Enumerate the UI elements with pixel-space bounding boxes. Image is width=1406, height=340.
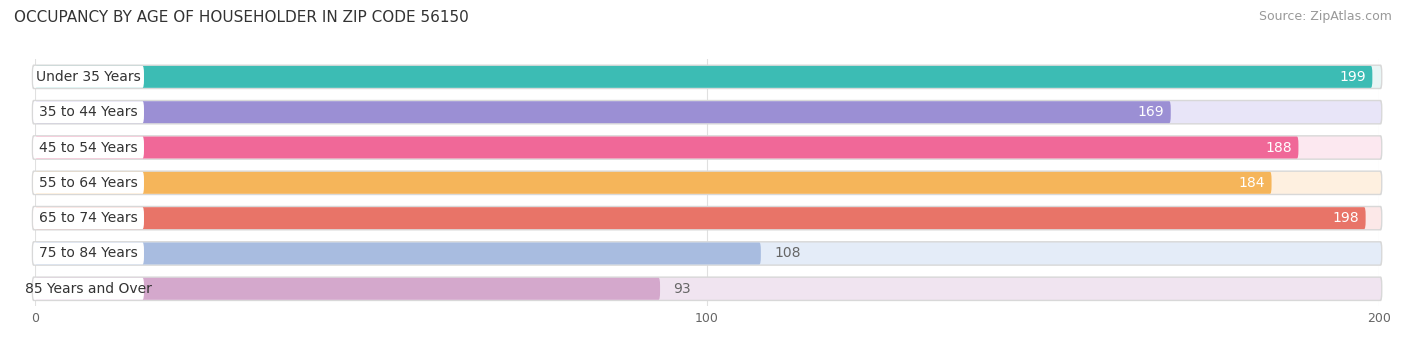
Text: Under 35 Years: Under 35 Years bbox=[37, 70, 141, 84]
Text: Source: ZipAtlas.com: Source: ZipAtlas.com bbox=[1258, 10, 1392, 23]
Text: 188: 188 bbox=[1265, 140, 1292, 154]
FancyBboxPatch shape bbox=[34, 278, 1381, 300]
FancyBboxPatch shape bbox=[32, 206, 1382, 231]
FancyBboxPatch shape bbox=[34, 137, 143, 158]
FancyBboxPatch shape bbox=[34, 66, 1381, 88]
FancyBboxPatch shape bbox=[34, 242, 143, 265]
FancyBboxPatch shape bbox=[34, 172, 143, 194]
FancyBboxPatch shape bbox=[34, 172, 1381, 194]
FancyBboxPatch shape bbox=[35, 66, 1372, 88]
FancyBboxPatch shape bbox=[35, 137, 1298, 158]
FancyBboxPatch shape bbox=[32, 276, 1382, 301]
FancyBboxPatch shape bbox=[34, 137, 1381, 158]
FancyBboxPatch shape bbox=[34, 101, 1381, 123]
FancyBboxPatch shape bbox=[32, 65, 1382, 89]
Text: 169: 169 bbox=[1137, 105, 1164, 119]
Text: 55 to 64 Years: 55 to 64 Years bbox=[39, 176, 138, 190]
FancyBboxPatch shape bbox=[35, 207, 1365, 229]
FancyBboxPatch shape bbox=[32, 100, 1382, 124]
FancyBboxPatch shape bbox=[35, 172, 1271, 194]
FancyBboxPatch shape bbox=[32, 170, 1382, 195]
FancyBboxPatch shape bbox=[35, 242, 761, 265]
Text: 108: 108 bbox=[775, 246, 801, 260]
FancyBboxPatch shape bbox=[34, 207, 143, 229]
Text: 198: 198 bbox=[1333, 211, 1360, 225]
FancyBboxPatch shape bbox=[34, 242, 1381, 265]
FancyBboxPatch shape bbox=[34, 66, 143, 88]
FancyBboxPatch shape bbox=[32, 135, 1382, 160]
Text: 65 to 74 Years: 65 to 74 Years bbox=[39, 211, 138, 225]
Text: 184: 184 bbox=[1239, 176, 1265, 190]
Text: 85 Years and Over: 85 Years and Over bbox=[25, 282, 152, 296]
Text: 199: 199 bbox=[1339, 70, 1365, 84]
Text: 35 to 44 Years: 35 to 44 Years bbox=[39, 105, 138, 119]
FancyBboxPatch shape bbox=[34, 101, 143, 123]
FancyBboxPatch shape bbox=[35, 278, 659, 300]
FancyBboxPatch shape bbox=[35, 101, 1171, 123]
FancyBboxPatch shape bbox=[34, 207, 1381, 229]
FancyBboxPatch shape bbox=[32, 241, 1382, 266]
FancyBboxPatch shape bbox=[34, 278, 143, 300]
Text: 75 to 84 Years: 75 to 84 Years bbox=[39, 246, 138, 260]
Text: 45 to 54 Years: 45 to 54 Years bbox=[39, 140, 138, 154]
Text: OCCUPANCY BY AGE OF HOUSEHOLDER IN ZIP CODE 56150: OCCUPANCY BY AGE OF HOUSEHOLDER IN ZIP C… bbox=[14, 10, 468, 25]
Text: 93: 93 bbox=[673, 282, 692, 296]
